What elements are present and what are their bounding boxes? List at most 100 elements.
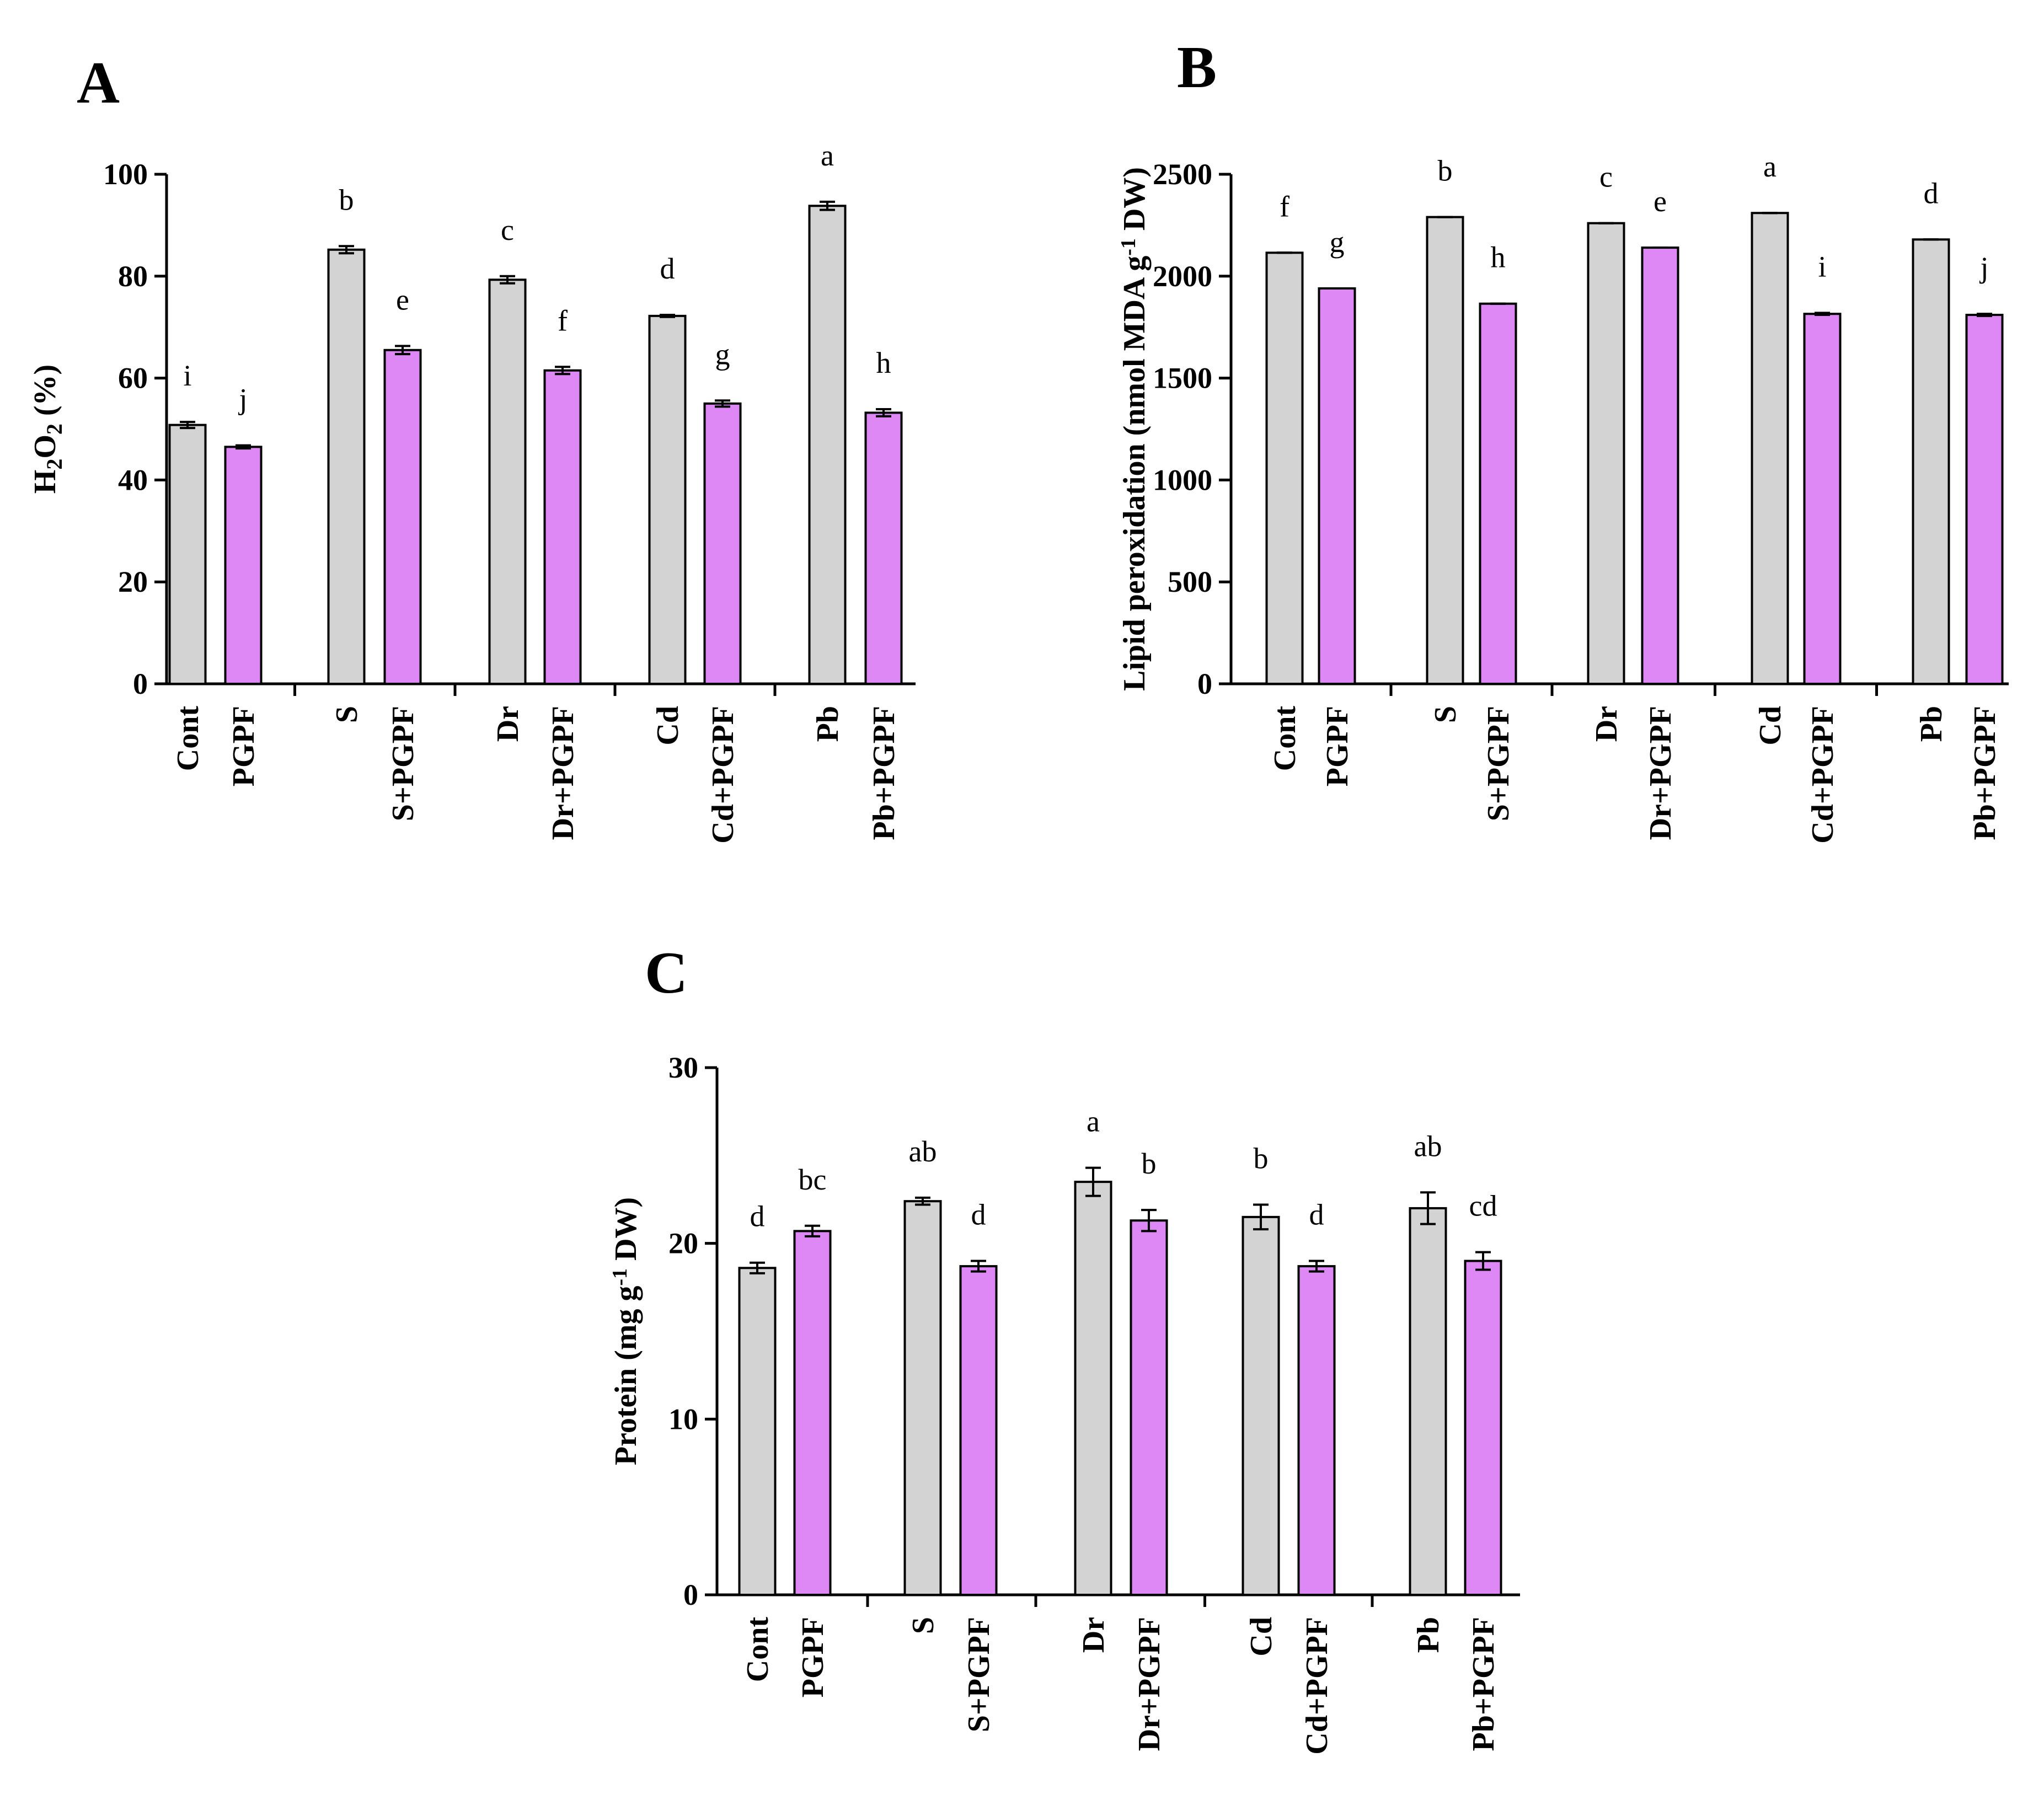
y-tick-label: 500 — [1168, 565, 1212, 598]
significance-letter-pb: ab — [1414, 1129, 1442, 1162]
significance-letter-s: b — [339, 183, 354, 216]
bar-pb — [1912, 238, 1950, 685]
bar-s — [327, 248, 366, 685]
x-category-label-s: S — [330, 706, 364, 723]
x-category-label-dr: Dr — [1590, 706, 1624, 742]
significance-letter-s-plus-pgpf: e — [396, 283, 409, 316]
y-tick-label: 0 — [683, 1578, 698, 1611]
bar-s-plus-pgpf — [383, 349, 422, 685]
significance-letter-pgpf: j — [238, 383, 247, 416]
significance-letter-cont: f — [1280, 190, 1289, 223]
x-category-label-pb: Pb — [1914, 706, 1949, 742]
panel-letter-b: B — [1177, 35, 1217, 100]
significance-letter-dr: a — [1087, 1105, 1100, 1138]
x-category-label-cont: Cont — [741, 1617, 775, 1683]
y-tick-label: 2000 — [1153, 260, 1212, 293]
bar-cont — [168, 424, 207, 685]
x-category-label-s-plus-pgpf: S+PGPF — [1481, 706, 1516, 821]
x-category-label-dr-plus-pgpf: Dr+PGPF — [1644, 706, 1678, 840]
significance-letter-dr-plus-pgpf: e — [1654, 185, 1667, 218]
y-tick-label: 20 — [668, 1227, 698, 1260]
significance-letter-cont: d — [750, 1200, 765, 1233]
x-category-label-cd-plus-pgpf: Cd+PGPF — [1300, 1617, 1334, 1755]
significance-letter-pgpf: bc — [799, 1163, 827, 1196]
y-tick-label: 100 — [103, 158, 148, 191]
y-tick-label: 0 — [133, 667, 148, 700]
bar-cd — [648, 314, 687, 685]
x-category-label-cd: Cd — [1753, 706, 1788, 746]
bar-cd-plus-pgpf — [1803, 313, 1842, 685]
significance-letter-dr-plus-pgpf: b — [1142, 1147, 1157, 1180]
significance-letter-pgpf: g — [1330, 226, 1345, 259]
significance-letter-s-plus-pgpf: h — [1491, 241, 1506, 274]
y-axis-label: H2O2 (%) — [28, 365, 67, 494]
y-tick-label: 1000 — [1153, 463, 1212, 496]
x-category-label-s-plus-pgpf: S+PGPF — [386, 706, 420, 821]
x-category-label-dr: Dr — [491, 706, 525, 742]
x-category-label-pb-plus-pgpf: Pb+PGPF — [867, 706, 901, 840]
significance-letter-cd-plus-pgpf: i — [1818, 250, 1826, 283]
panel-letter-a: A — [77, 50, 120, 116]
significance-letter-s: b — [1438, 154, 1453, 187]
x-category-label-dr-plus-pgpf: Dr+PGPF — [546, 706, 580, 840]
x-category-label-cd: Cd — [1244, 1617, 1278, 1657]
x-category-label-cont: Cont — [1268, 706, 1302, 771]
significance-letter-pb-plus-pgpf: j — [1979, 251, 1988, 284]
bar-dr — [1074, 1181, 1112, 1596]
x-category-label-pgpf: PGPF — [227, 706, 261, 786]
x-category-label-pb: Pb — [1411, 1617, 1446, 1653]
y-axis-label: Protein (mg g-1 DW) — [608, 1197, 643, 1465]
bar-s-plus-pgpf — [959, 1265, 998, 1596]
y-tick-label: 40 — [118, 463, 148, 496]
bar-pb-plus-pgpf — [1464, 1260, 1502, 1596]
significance-letter-cd: d — [660, 252, 675, 285]
bar-dr-plus-pgpf — [1130, 1219, 1168, 1596]
x-category-label-dr: Dr — [1077, 1617, 1111, 1653]
bar-dr-plus-pgpf — [1641, 247, 1679, 685]
x-category-label-pb-plus-pgpf: Pb+PGPF — [1968, 706, 2002, 840]
bar-pb-plus-pgpf — [864, 411, 903, 685]
x-category-label-cd-plus-pgpf: Cd+PGPF — [1806, 706, 1840, 844]
bar-cd — [1751, 212, 1789, 685]
y-axis-label: Lipid peroxidation (nmol MDA g-1 DW) — [1117, 167, 1152, 691]
y-tick-label: 60 — [118, 362, 148, 395]
bar-pgpf — [1318, 287, 1356, 685]
panel-letter-c: C — [645, 940, 688, 1006]
x-category-label-pgpf: PGPF — [796, 1617, 830, 1697]
significance-letter-cd-plus-pgpf: d — [1309, 1198, 1324, 1231]
x-category-label-dr-plus-pgpf: Dr+PGPF — [1132, 1617, 1167, 1751]
bar-cd-plus-pgpf — [1297, 1265, 1336, 1596]
bar-cont — [738, 1267, 777, 1596]
significance-letter-pb: a — [821, 139, 834, 172]
x-category-label-pgpf: PGPF — [1320, 706, 1355, 786]
significance-letter-cont: i — [183, 359, 191, 392]
bar-dr-plus-pgpf — [543, 369, 582, 685]
significance-letter-pb-plus-pgpf: h — [876, 346, 891, 379]
significance-letter-dr: c — [1599, 160, 1613, 194]
bar-s-plus-pgpf — [1479, 302, 1517, 685]
bar-s — [1426, 216, 1464, 685]
y-tick-label: 20 — [118, 565, 148, 598]
bar-pb-plus-pgpf — [1965, 314, 2004, 685]
y-tick-label: 30 — [668, 1051, 698, 1084]
y-tick-label: 2500 — [1153, 158, 1212, 191]
significance-letter-cd: b — [1254, 1142, 1269, 1175]
x-category-label-s-plus-pgpf: S+PGPF — [962, 1617, 996, 1732]
y-tick-label: 1500 — [1153, 362, 1212, 395]
x-category-label-cont: Cont — [171, 706, 205, 771]
significance-letter-pb: d — [1924, 176, 1939, 210]
chart-panel-a: A 0 20 40 60 80 100 H2O2 (%) i Cont j PGPF b Se S+PGPF… — [28, 50, 916, 844]
significance-letter-dr: c — [501, 213, 514, 247]
bar-dr — [1587, 222, 1625, 685]
significance-letter-cd-plus-pgpf: g — [715, 337, 730, 371]
x-category-label-s: S — [1428, 706, 1463, 723]
significance-letter-s-plus-pgpf: d — [971, 1198, 986, 1231]
y-tick-label: 80 — [118, 260, 148, 293]
y-tick-label: 0 — [1197, 667, 1212, 700]
bar-cd-plus-pgpf — [703, 402, 742, 685]
bar-pb — [808, 205, 847, 685]
bar-cont — [1265, 251, 1304, 685]
